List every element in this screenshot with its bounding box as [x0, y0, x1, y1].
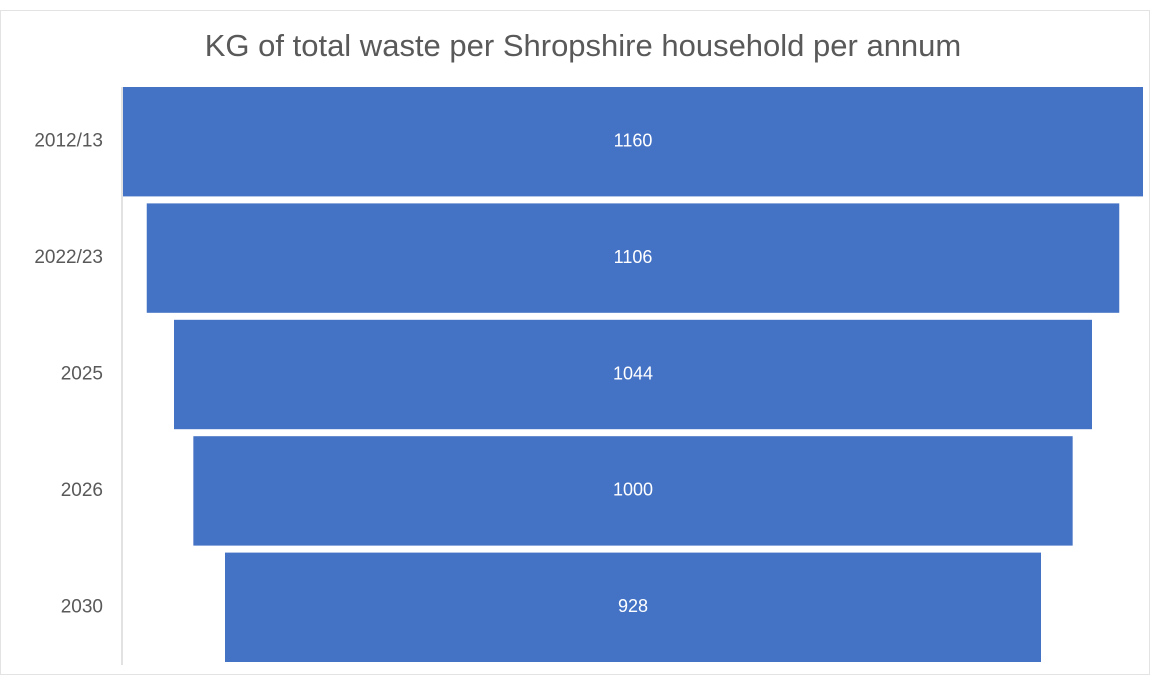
data-label: 1000	[613, 480, 653, 500]
category-label: 2012/13	[34, 131, 103, 152]
category-label: 2022/23	[34, 247, 103, 268]
data-label: 1106	[614, 247, 653, 267]
category-label: 2030	[61, 596, 103, 617]
data-label: 1044	[613, 363, 653, 383]
bar	[123, 87, 1143, 197]
data-label: 928	[618, 596, 648, 616]
bar	[174, 319, 1092, 430]
chart-title: KG of total waste per Shropshire househo…	[205, 28, 962, 63]
data-label: 1160	[614, 130, 653, 150]
category-label: 2026	[61, 480, 103, 501]
bar	[193, 436, 1073, 546]
category-label: 2025	[61, 364, 103, 385]
bar	[225, 552, 1041, 662]
bar	[146, 203, 1120, 313]
